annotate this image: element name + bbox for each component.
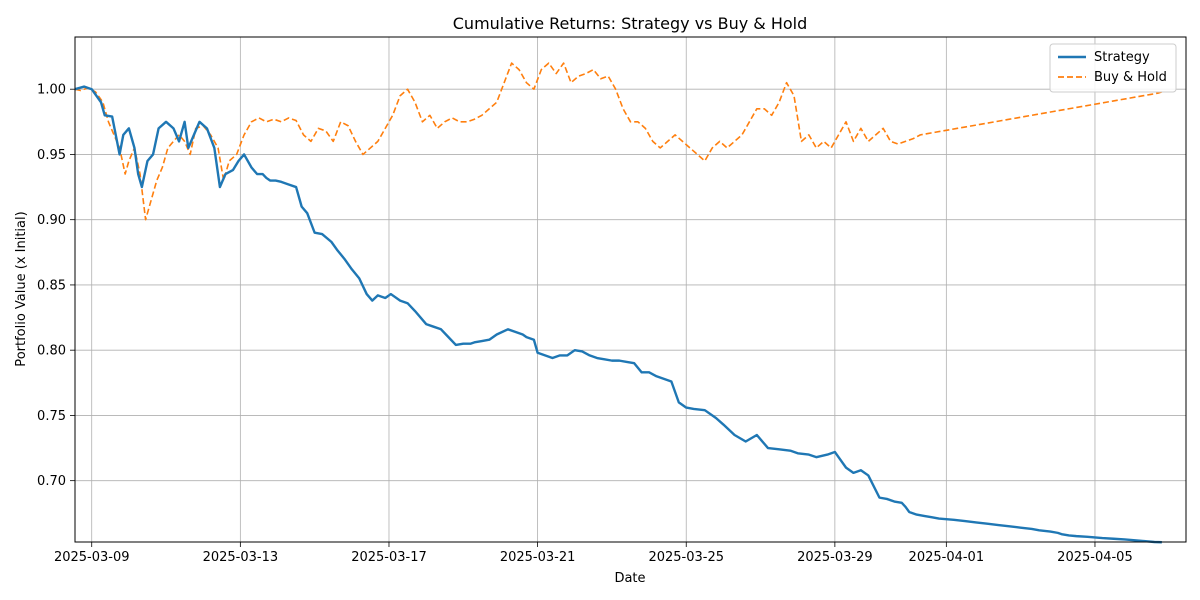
legend-strategy-label: Strategy bbox=[1094, 50, 1150, 65]
y-tick-label: 0.85 bbox=[37, 278, 66, 293]
gridlines bbox=[75, 37, 1186, 542]
legend: Strategy Buy & Hold bbox=[1049, 43, 1177, 93]
legend-buyhold-label: Buy & Hold bbox=[1094, 70, 1167, 85]
x-axis: 2025-03-09 2025-03-13 2025-03-17 2025-03-21… bbox=[54, 542, 1133, 565]
x-tick-label: 2025-03-09 bbox=[54, 550, 130, 565]
x-tick-label: 2025-03-25 bbox=[648, 550, 724, 565]
y-tick-label: 0.70 bbox=[37, 474, 66, 489]
series-line-strategy bbox=[74, 85, 1162, 544]
series-line-buy-and-hold bbox=[74, 62, 1163, 221]
x-tick-label: 2025-03-29 bbox=[797, 550, 873, 565]
y-tick-label: 0.95 bbox=[37, 148, 66, 163]
y-axis: 0.70 0.75 0.80 0.85 0.90 0.95 1.00 bbox=[37, 83, 75, 489]
y-tick-label: 1.00 bbox=[37, 83, 66, 98]
y-tick-label: 0.75 bbox=[37, 409, 66, 424]
chart-title: Cumulative Returns: Strategy vs Buy & Ho… bbox=[453, 14, 808, 33]
plot-frame bbox=[74, 36, 1187, 543]
x-axis-title: Date bbox=[614, 571, 645, 586]
y-tick-label: 0.80 bbox=[37, 344, 66, 359]
y-axis-title: Portfolio Value (x Initial) bbox=[14, 211, 29, 366]
x-tick-label: 2025-03-21 bbox=[500, 550, 576, 565]
x-tick-label: 2025-03-17 bbox=[351, 550, 427, 565]
x-tick-label: 2025-04-05 bbox=[1057, 550, 1133, 565]
y-tick-label: 0.90 bbox=[37, 213, 66, 228]
series-layer bbox=[74, 62, 1163, 544]
x-tick-label: 2025-03-13 bbox=[203, 550, 279, 565]
x-tick-label: 2025-04-01 bbox=[909, 550, 985, 565]
